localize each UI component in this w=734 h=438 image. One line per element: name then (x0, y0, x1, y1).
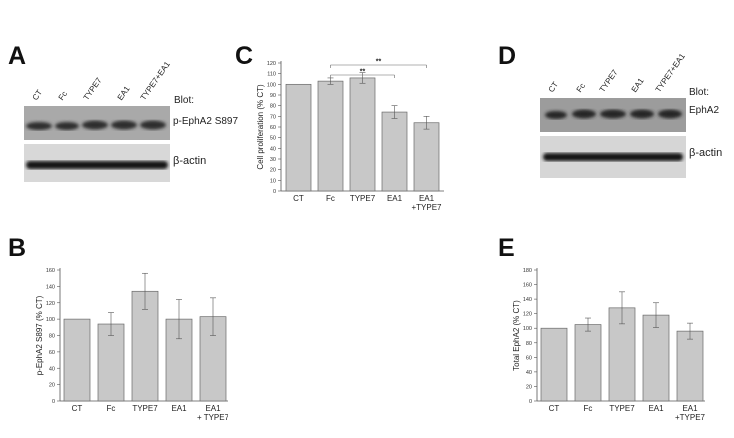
blot-a-header: Blot: (174, 95, 195, 106)
panel-letter-c: C (235, 42, 254, 70)
blot-d-lane-label: EA1 (629, 76, 646, 94)
x-tick-label: EA1 (387, 194, 403, 203)
blot-a-row2-label: β-actin (173, 155, 207, 167)
y-tick-label: 80 (49, 334, 55, 340)
blot-d-lane-label: TYPE7+EA1 (653, 51, 687, 94)
y-tick-label: 20 (526, 384, 532, 390)
bar (285, 83, 312, 192)
y-tick-label: 60 (270, 125, 276, 131)
y-tick-label: 90 (270, 93, 276, 99)
y-tick-label: 140 (46, 284, 55, 290)
blot-a-lane-label: TYPE7 (81, 76, 104, 102)
x-tick-label: Fc (584, 404, 593, 413)
chart-cell-proliferation: 0 10 20 30 40 50 60 70 80 90 100 110 120 Cell prolife… (256, 59, 444, 212)
x-tick-label: Fc (326, 194, 335, 203)
bar (676, 330, 704, 402)
y-tick-label: 50 (270, 136, 276, 142)
panel-letter-e: E (498, 234, 515, 262)
blot-a-lane-label: TYPE7+EA1 (138, 59, 172, 102)
chart-total-epha2: 0 20 40 60 80 100 120 140 160 180 Total EphA2 (% C… (512, 268, 705, 422)
y-tick-label: 0 (529, 399, 532, 405)
bar (540, 327, 568, 402)
y-tick-label: 60 (526, 355, 532, 361)
x-tick-label: +TYPE7 (675, 413, 705, 422)
y-tick-label: 180 (523, 268, 532, 274)
y-tick-label: 100 (523, 326, 532, 332)
y-tick-label: 10 (270, 178, 276, 184)
y-tick-label: 100 (46, 317, 55, 323)
y-axis-label: Cell proliferation (% CT) (256, 84, 265, 170)
bar (97, 323, 125, 402)
bar (642, 314, 670, 402)
y-tick-label: 0 (52, 399, 55, 405)
blot-d-lane-label: TYPE7 (597, 68, 620, 94)
significance-label: ** (376, 59, 382, 66)
bar (317, 80, 344, 192)
y-tick-label: 20 (49, 383, 55, 389)
x-tick-label: EA1 (205, 404, 221, 413)
x-tick-label: CT (293, 194, 304, 203)
y-tick-label: 30 (270, 157, 276, 163)
y-tick-label: 80 (526, 341, 532, 347)
blot-d-image (540, 98, 686, 178)
blot-d-header: Blot: (689, 87, 710, 98)
bar (413, 122, 440, 192)
y-tick-label: 40 (526, 370, 532, 376)
x-tick-label: + TYPE7 (197, 413, 228, 422)
x-tick-label: EA1 (171, 404, 187, 413)
x-tick-label: Fc (107, 404, 116, 413)
blot-a-row1-label: p-EphA2 S897 (173, 116, 239, 127)
y-tick-label: 110 (267, 72, 276, 78)
blot-d-row1-label: EphA2 (689, 105, 720, 116)
blot-a-lane-label: CT (30, 88, 45, 102)
blot-d-lane-label: Fc (574, 81, 588, 94)
y-tick-label: 160 (46, 268, 55, 274)
x-tick-label: TYPE7 (350, 194, 376, 203)
blot-d-lane-label: CT (546, 80, 561, 94)
y-tick-label: 120 (267, 61, 276, 67)
blot-a-image (24, 106, 170, 182)
y-tick-label: 60 (49, 350, 55, 356)
y-tick-label: 40 (270, 146, 276, 152)
bar (574, 324, 602, 402)
bar (381, 111, 408, 192)
y-tick-label: 120 (46, 301, 55, 307)
panel-letter-b: B (8, 234, 27, 262)
x-tick-label: EA1 (682, 404, 698, 413)
blot-d-row2-label: β-actin (689, 147, 723, 159)
bar (349, 77, 376, 192)
y-tick-label: 100 (267, 82, 276, 88)
blot-a-lane-label: EA1 (115, 84, 132, 102)
y-tick-label: 40 (49, 366, 55, 372)
blot-a-lane-label: Fc (56, 89, 70, 102)
x-tick-label: CT (549, 404, 560, 413)
y-tick-label: 140 (523, 297, 532, 303)
y-axis-label: p-EphA2 S897 (% CT) (35, 295, 44, 375)
bar (131, 290, 159, 402)
x-tick-label: EA1 (419, 194, 435, 203)
panel-letter-a: A (8, 42, 27, 70)
y-tick-label: 120 (523, 312, 532, 318)
panel-letter-d: D (498, 42, 517, 70)
bar (63, 318, 91, 402)
y-axis-label: Total EphA2 (% CT) (512, 300, 521, 371)
x-tick-label: TYPE7 (132, 404, 158, 413)
y-tick-label: 70 (270, 114, 276, 120)
chart-p-epha2: 0 20 40 60 80 100 120 140 160 p-EphA2 S897 (% CT)… (35, 268, 228, 422)
y-tick-label: 0 (273, 189, 276, 195)
y-tick-label: 20 (270, 168, 276, 174)
x-tick-label: TYPE7 (609, 404, 635, 413)
x-tick-label: CT (72, 404, 83, 413)
significance-label: ** (360, 69, 366, 76)
y-tick-label: 80 (270, 104, 276, 110)
x-tick-label: +TYPE7 (411, 203, 442, 212)
bar (165, 318, 193, 402)
y-tick-label: 160 (523, 283, 532, 289)
x-tick-label: EA1 (648, 404, 664, 413)
